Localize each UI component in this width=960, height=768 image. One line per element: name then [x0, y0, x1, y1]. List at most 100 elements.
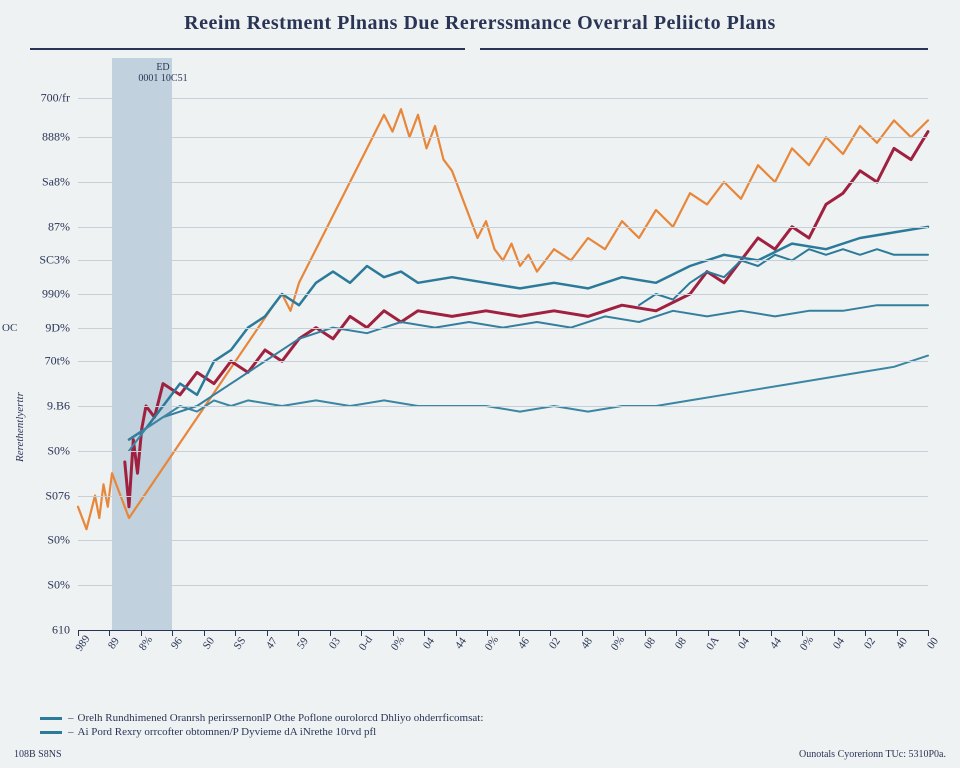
xtick-mark	[802, 630, 803, 636]
xtick-label: 0A	[704, 634, 722, 652]
xtick-label: 04	[421, 635, 437, 651]
xtick-mark	[298, 630, 299, 636]
legend-item: –Ai Pord Rexry orrcofter obtomnen/P Dyvi…	[40, 726, 483, 738]
legend-swatch	[40, 717, 62, 720]
xtick-label: 02	[862, 635, 878, 651]
xtick-label: 40	[893, 635, 909, 651]
ytick-label: S0%	[10, 578, 70, 593]
xtick-mark	[865, 630, 866, 636]
xtick-label: 989	[73, 633, 92, 653]
ytick-label: 990%	[10, 287, 70, 302]
xtick-mark	[771, 630, 772, 636]
xtick-label: 04	[830, 635, 846, 651]
gridline	[78, 406, 928, 407]
xtick-mark	[613, 630, 614, 636]
x-axis-line	[78, 630, 928, 631]
xtick-label: 48	[579, 635, 595, 651]
ytick-label: 9.B6	[10, 399, 70, 414]
xtick-label: 08	[673, 635, 689, 651]
xtick-mark	[204, 630, 205, 636]
xtick-mark	[141, 630, 142, 636]
xtick-mark	[739, 630, 740, 636]
footer-right: Ounotals Cyorerionn TUc: 5310P0a.	[799, 749, 946, 760]
ytick-label: 9D%	[10, 320, 70, 335]
xtick-label: 02	[547, 635, 563, 651]
chart-container: Reeim Restment Plnans Due Rererssmance O…	[0, 0, 960, 768]
ytick-label: S0%	[10, 533, 70, 548]
legend-swatch	[40, 731, 62, 734]
xtick-label: 0%	[483, 634, 501, 653]
gridline	[78, 260, 928, 261]
legend-dash: –	[68, 712, 74, 724]
xtick-label: 0%	[389, 634, 407, 653]
y-secondary-label: OC	[2, 322, 17, 334]
xtick-mark	[424, 630, 425, 636]
ytick-label: Sa8%	[10, 175, 70, 190]
xtick-mark	[393, 630, 394, 636]
xtick-label: 44	[767, 635, 783, 651]
gridline	[78, 328, 928, 329]
xtick-label: 96	[169, 635, 185, 651]
gridline	[78, 585, 928, 586]
xtick-label: 04	[736, 635, 752, 651]
gridline	[78, 540, 928, 541]
series-teal-mid	[129, 305, 928, 439]
gridline	[78, 496, 928, 497]
xtick-mark	[582, 630, 583, 636]
xtick-mark	[487, 630, 488, 636]
xtick-label: 47	[264, 635, 280, 651]
xtick-label: 03	[327, 635, 343, 651]
xtick-mark	[109, 630, 110, 636]
xtick-mark	[456, 630, 457, 636]
gridline	[78, 294, 928, 295]
ytick-label: 888%	[10, 130, 70, 145]
xtick-label: SS	[232, 635, 249, 652]
xtick-label: 0%	[798, 634, 816, 653]
legend-label: Orelh Rundhimened Oranrsh perirssernonlP…	[78, 712, 484, 724]
gridline	[78, 361, 928, 362]
xtick-mark	[78, 630, 79, 636]
xtick-mark	[897, 630, 898, 636]
xtick-mark	[645, 630, 646, 636]
xtick-label: 8%	[137, 634, 155, 653]
xtick-label: 44	[453, 635, 469, 651]
xtick-label: 0%	[609, 634, 627, 653]
gridline	[78, 182, 928, 183]
xtick-label: 46	[516, 635, 532, 651]
ytick-label: S076	[10, 488, 70, 503]
chart-title: Reeim Restment Plnans Due Rererssmance O…	[0, 12, 960, 35]
xtick-label: 0-d	[357, 634, 375, 653]
xtick-mark	[519, 630, 520, 636]
ytick-label: 610	[10, 623, 70, 638]
ytick-label: 70t%	[10, 354, 70, 369]
series-orange	[78, 109, 928, 529]
xtick-label: 00	[925, 635, 941, 651]
ytick-label: 700/fr	[10, 91, 70, 106]
xtick-mark	[676, 630, 677, 636]
title-underline-left	[30, 48, 465, 50]
xtick-mark	[235, 630, 236, 636]
legend-dash: –	[68, 726, 74, 738]
xtick-mark	[361, 630, 362, 636]
legend: –Orelh Rundhimened Oranrsh perirssernonl…	[40, 712, 483, 740]
xtick-label: 89	[106, 635, 122, 651]
xtick-label: 08	[642, 635, 658, 651]
xtick-mark	[928, 630, 929, 636]
xtick-mark	[550, 630, 551, 636]
xtick-mark	[834, 630, 835, 636]
xtick-mark	[330, 630, 331, 636]
footer-left: 108B S8NS	[14, 749, 62, 760]
xtick-mark	[267, 630, 268, 636]
gridline	[78, 451, 928, 452]
ytick-label: S0%	[10, 443, 70, 458]
xtick-mark	[172, 630, 173, 636]
legend-item: –Orelh Rundhimened Oranrsh perirssernonl…	[40, 712, 483, 724]
ytick-label: 87%	[10, 219, 70, 234]
gridline	[78, 227, 928, 228]
xtick-label: 59	[295, 635, 311, 651]
gridline	[78, 98, 928, 99]
plot-area: ED 0001 10C51	[78, 70, 928, 630]
chart-svg	[78, 70, 928, 630]
gridline	[78, 137, 928, 138]
ytick-label: SC3%	[10, 253, 70, 268]
